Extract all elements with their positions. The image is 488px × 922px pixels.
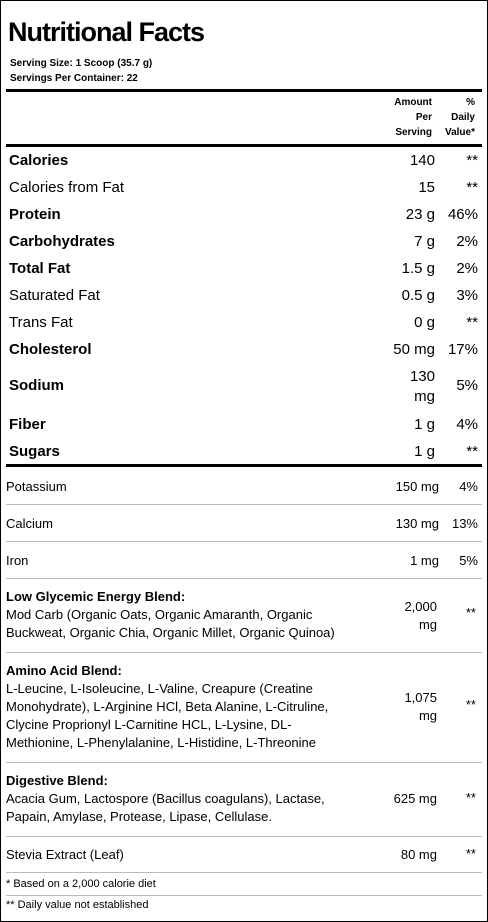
blend-title: Low Glycemic Energy Blend: — [6, 589, 186, 604]
nutrient-row-calories: Calories 140 ** — [9, 152, 478, 169]
row-divider — [6, 578, 482, 579]
nutrient-row-protein: Protein 23 g 46% — [9, 206, 478, 223]
blend-title: Amino Acid Blend: — [6, 663, 122, 678]
nutrient-row-fiber: Fiber 1 g 4% — [9, 416, 478, 433]
row-divider — [6, 762, 482, 763]
nutrient-row-saturated-fat: Saturated Fat 0.5 g 3% — [9, 287, 478, 304]
blend-daily-value: ** — [465, 605, 476, 620]
row-divider — [6, 872, 482, 873]
amount-header: Amount Per Serving — [394, 97, 432, 138]
nutrient-row-trans-fat: Trans Fat 0 g ** — [9, 314, 478, 331]
nutrient-row-calories-from-fat: Calories from Fat 15 ** — [9, 179, 478, 196]
daily-value-header: % Daily Value* — [444, 97, 475, 138]
nutrient-row-sugars: Sugars 1 g ** — [9, 443, 478, 460]
blend-title: Digestive Blend: — [6, 773, 108, 788]
blend-ingredients: L-Leucine, L-Isoleucine, L-Valine, Creap… — [6, 681, 329, 750]
footnote-calorie-diet: * Based on a 2,000 calorie diet — [6, 878, 156, 890]
nutrient-row-total-fat: Total Fat 1.5 g 2% — [9, 260, 478, 277]
thick-divider — [6, 89, 482, 92]
row-divider — [6, 541, 482, 542]
stevia-row: Stevia Extract (Leaf) 80 mg ** — [6, 846, 476, 862]
thick-divider — [6, 144, 482, 147]
mineral-row-iron: Iron 1 mg 5% — [6, 553, 478, 568]
serving-size: Serving Size: 1 Scoop (35.7 g) — [10, 58, 153, 69]
blend-amount: 625 mg — [393, 791, 437, 806]
nutrient-row-cholesterol: Cholesterol 50 mg 17% — [9, 341, 478, 358]
page-title: Nutritional Facts — [8, 17, 205, 47]
blend-daily-value: ** — [465, 790, 476, 805]
footnote-daily-value: ** Daily value not established — [6, 899, 149, 911]
servings-per-container: Servings Per Container: 22 — [10, 73, 138, 84]
blend-daily-value: ** — [465, 697, 476, 712]
nutrient-row-carbohydrates: Carbohydrates 7 g 2% — [9, 233, 478, 250]
mineral-row-calcium: Calcium 130 mg 13% — [6, 516, 478, 531]
nutrient-row-sodium: Sodium 130 mg 5% — [9, 368, 478, 405]
row-divider — [6, 504, 482, 505]
blend-ingredients: Mod Carb (Organic Oats, Organic Amaranth… — [6, 607, 335, 640]
row-divider — [6, 652, 482, 653]
blend-ingredients: Acacia Gum, Lactospore (Bacillus coagula… — [6, 791, 325, 824]
row-divider — [6, 895, 482, 896]
blend-amount: 2,000 mg — [404, 599, 437, 632]
blend-amount: 1,075 mg — [404, 690, 437, 723]
thick-divider — [6, 464, 482, 467]
mineral-row-potassium: Potassium 150 mg 4% — [6, 479, 478, 494]
row-divider — [6, 836, 482, 837]
